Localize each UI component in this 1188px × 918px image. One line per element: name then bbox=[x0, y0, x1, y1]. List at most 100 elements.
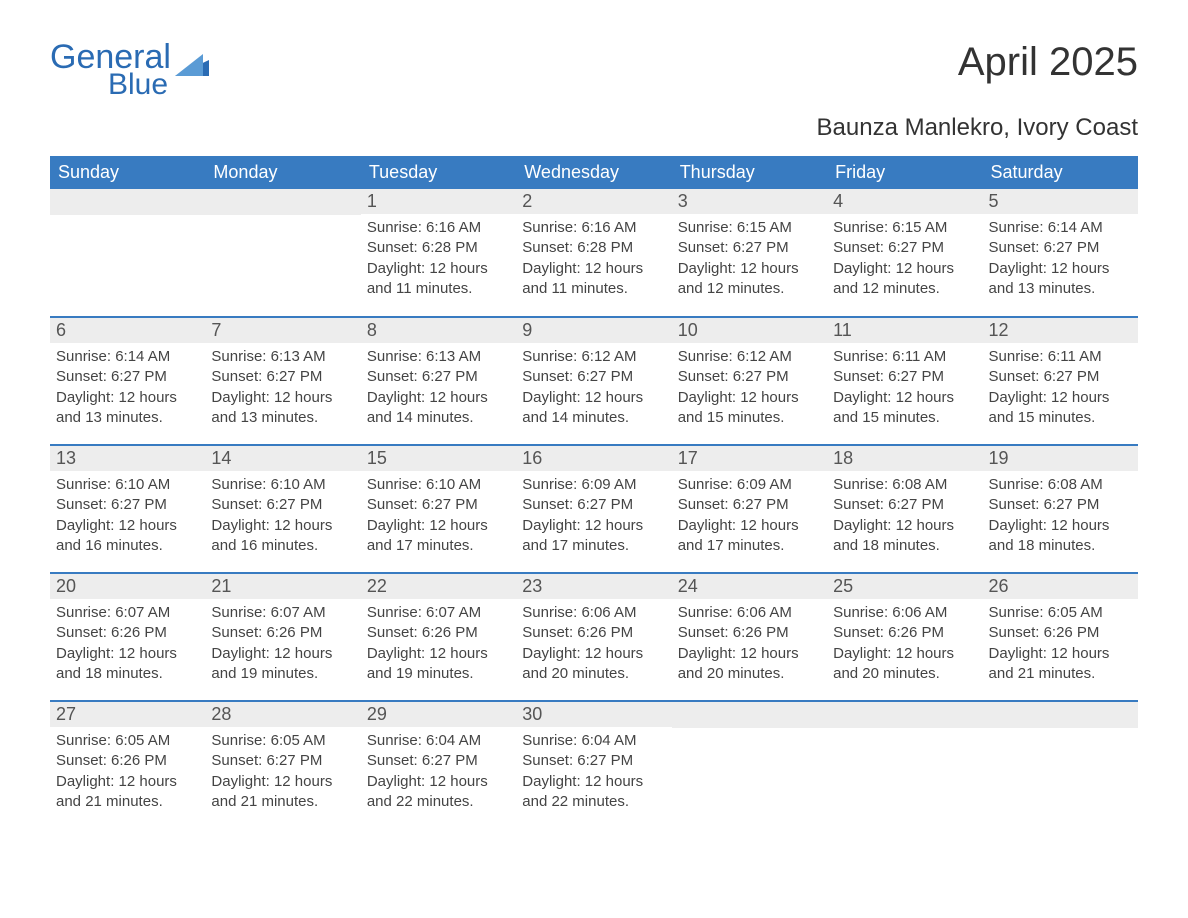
day-number: 8 bbox=[361, 318, 516, 343]
day-details: Sunrise: 6:10 AMSunset: 6:27 PMDaylight:… bbox=[50, 471, 205, 564]
calendar-cell: 28Sunrise: 6:05 AMSunset: 6:27 PMDayligh… bbox=[205, 701, 360, 829]
location-subtitle: Baunza Manlekro, Ivory Coast bbox=[50, 114, 1138, 142]
flag-icon bbox=[175, 54, 209, 76]
day-details: Sunrise: 6:11 AMSunset: 6:27 PMDaylight:… bbox=[827, 343, 982, 436]
day-details: Sunrise: 6:06 AMSunset: 6:26 PMDaylight:… bbox=[516, 599, 671, 692]
day-number: 26 bbox=[983, 574, 1138, 599]
day-number: 13 bbox=[50, 446, 205, 471]
calendar-cell: 13Sunrise: 6:10 AMSunset: 6:27 PMDayligh… bbox=[50, 445, 205, 573]
calendar-cell: 17Sunrise: 6:09 AMSunset: 6:27 PMDayligh… bbox=[672, 445, 827, 573]
weekday-header: Monday bbox=[205, 156, 360, 189]
day-details: Sunrise: 6:07 AMSunset: 6:26 PMDaylight:… bbox=[361, 599, 516, 692]
weekday-header: Thursday bbox=[672, 156, 827, 189]
day-details: Sunrise: 6:05 AMSunset: 6:26 PMDaylight:… bbox=[50, 727, 205, 820]
day-number: 30 bbox=[516, 702, 671, 727]
calendar-cell bbox=[983, 701, 1138, 829]
day-number: 17 bbox=[672, 446, 827, 471]
day-details: Sunrise: 6:10 AMSunset: 6:27 PMDaylight:… bbox=[205, 471, 360, 564]
generalblue-logo: General Blue bbox=[50, 40, 209, 100]
calendar-cell: 6Sunrise: 6:14 AMSunset: 6:27 PMDaylight… bbox=[50, 317, 205, 445]
day-details: Sunrise: 6:07 AMSunset: 6:26 PMDaylight:… bbox=[205, 599, 360, 692]
day-number: 11 bbox=[827, 318, 982, 343]
day-details: Sunrise: 6:13 AMSunset: 6:27 PMDaylight:… bbox=[205, 343, 360, 436]
calendar-cell: 23Sunrise: 6:06 AMSunset: 6:26 PMDayligh… bbox=[516, 573, 671, 701]
day-number: 16 bbox=[516, 446, 671, 471]
day-details: Sunrise: 6:06 AMSunset: 6:26 PMDaylight:… bbox=[827, 599, 982, 692]
calendar-cell: 30Sunrise: 6:04 AMSunset: 6:27 PMDayligh… bbox=[516, 701, 671, 829]
calendar-cell: 1Sunrise: 6:16 AMSunset: 6:28 PMDaylight… bbox=[361, 189, 516, 317]
calendar-cell bbox=[50, 189, 205, 317]
calendar-cell: 11Sunrise: 6:11 AMSunset: 6:27 PMDayligh… bbox=[827, 317, 982, 445]
day-number: 9 bbox=[516, 318, 671, 343]
day-number: 2 bbox=[516, 189, 671, 214]
weekday-header: Friday bbox=[827, 156, 982, 189]
day-details: Sunrise: 6:16 AMSunset: 6:28 PMDaylight:… bbox=[361, 214, 516, 307]
calendar-cell: 16Sunrise: 6:09 AMSunset: 6:27 PMDayligh… bbox=[516, 445, 671, 573]
weekday-header: Tuesday bbox=[361, 156, 516, 189]
day-details: Sunrise: 6:10 AMSunset: 6:27 PMDaylight:… bbox=[361, 471, 516, 564]
day-number: 27 bbox=[50, 702, 205, 727]
calendar-cell bbox=[672, 701, 827, 829]
day-number: 4 bbox=[827, 189, 982, 214]
calendar-cell: 9Sunrise: 6:12 AMSunset: 6:27 PMDaylight… bbox=[516, 317, 671, 445]
calendar-cell: 25Sunrise: 6:06 AMSunset: 6:26 PMDayligh… bbox=[827, 573, 982, 701]
day-number: 18 bbox=[827, 446, 982, 471]
day-number: 24 bbox=[672, 574, 827, 599]
day-details: Sunrise: 6:05 AMSunset: 6:27 PMDaylight:… bbox=[205, 727, 360, 820]
calendar-cell: 15Sunrise: 6:10 AMSunset: 6:27 PMDayligh… bbox=[361, 445, 516, 573]
day-number: 12 bbox=[983, 318, 1138, 343]
day-details: Sunrise: 6:13 AMSunset: 6:27 PMDaylight:… bbox=[361, 343, 516, 436]
calendar-cell: 18Sunrise: 6:08 AMSunset: 6:27 PMDayligh… bbox=[827, 445, 982, 573]
calendar-cell: 26Sunrise: 6:05 AMSunset: 6:26 PMDayligh… bbox=[983, 573, 1138, 701]
calendar-cell: 8Sunrise: 6:13 AMSunset: 6:27 PMDaylight… bbox=[361, 317, 516, 445]
day-details: Sunrise: 6:08 AMSunset: 6:27 PMDaylight:… bbox=[983, 471, 1138, 564]
calendar-cell: 3Sunrise: 6:15 AMSunset: 6:27 PMDaylight… bbox=[672, 189, 827, 317]
calendar-cell: 22Sunrise: 6:07 AMSunset: 6:26 PMDayligh… bbox=[361, 573, 516, 701]
day-details: Sunrise: 6:11 AMSunset: 6:27 PMDaylight:… bbox=[983, 343, 1138, 436]
day-number: 5 bbox=[983, 189, 1138, 214]
day-number: 25 bbox=[827, 574, 982, 599]
calendar-cell: 20Sunrise: 6:07 AMSunset: 6:26 PMDayligh… bbox=[50, 573, 205, 701]
day-details: Sunrise: 6:04 AMSunset: 6:27 PMDaylight:… bbox=[361, 727, 516, 820]
day-number: 29 bbox=[361, 702, 516, 727]
day-number: 3 bbox=[672, 189, 827, 214]
day-number: 22 bbox=[361, 574, 516, 599]
day-details: Sunrise: 6:08 AMSunset: 6:27 PMDaylight:… bbox=[827, 471, 982, 564]
calendar-cell: 4Sunrise: 6:15 AMSunset: 6:27 PMDaylight… bbox=[827, 189, 982, 317]
day-number: 14 bbox=[205, 446, 360, 471]
calendar-cell: 29Sunrise: 6:04 AMSunset: 6:27 PMDayligh… bbox=[361, 701, 516, 829]
calendar-cell: 27Sunrise: 6:05 AMSunset: 6:26 PMDayligh… bbox=[50, 701, 205, 829]
calendar-cell: 12Sunrise: 6:11 AMSunset: 6:27 PMDayligh… bbox=[983, 317, 1138, 445]
day-details: Sunrise: 6:14 AMSunset: 6:27 PMDaylight:… bbox=[50, 343, 205, 436]
day-details: Sunrise: 6:12 AMSunset: 6:27 PMDaylight:… bbox=[672, 343, 827, 436]
weekday-header: Sunday bbox=[50, 156, 205, 189]
day-number: 7 bbox=[205, 318, 360, 343]
day-number: 20 bbox=[50, 574, 205, 599]
day-details: Sunrise: 6:15 AMSunset: 6:27 PMDaylight:… bbox=[827, 214, 982, 307]
calendar-cell: 24Sunrise: 6:06 AMSunset: 6:26 PMDayligh… bbox=[672, 573, 827, 701]
weekday-header: Saturday bbox=[983, 156, 1138, 189]
calendar-cell bbox=[205, 189, 360, 317]
day-details: Sunrise: 6:04 AMSunset: 6:27 PMDaylight:… bbox=[516, 727, 671, 820]
calendar-cell: 14Sunrise: 6:10 AMSunset: 6:27 PMDayligh… bbox=[205, 445, 360, 573]
weekday-header: Wednesday bbox=[516, 156, 671, 189]
day-details: Sunrise: 6:14 AMSunset: 6:27 PMDaylight:… bbox=[983, 214, 1138, 307]
day-details: Sunrise: 6:16 AMSunset: 6:28 PMDaylight:… bbox=[516, 214, 671, 307]
day-details: Sunrise: 6:09 AMSunset: 6:27 PMDaylight:… bbox=[516, 471, 671, 564]
day-number: 10 bbox=[672, 318, 827, 343]
calendar-cell: 19Sunrise: 6:08 AMSunset: 6:27 PMDayligh… bbox=[983, 445, 1138, 573]
day-number: 1 bbox=[361, 189, 516, 214]
day-number: 23 bbox=[516, 574, 671, 599]
calendar-cell: 10Sunrise: 6:12 AMSunset: 6:27 PMDayligh… bbox=[672, 317, 827, 445]
day-details: Sunrise: 6:09 AMSunset: 6:27 PMDaylight:… bbox=[672, 471, 827, 564]
day-details: Sunrise: 6:05 AMSunset: 6:26 PMDaylight:… bbox=[983, 599, 1138, 692]
day-details: Sunrise: 6:12 AMSunset: 6:27 PMDaylight:… bbox=[516, 343, 671, 436]
day-details: Sunrise: 6:15 AMSunset: 6:27 PMDaylight:… bbox=[672, 214, 827, 307]
day-number: 15 bbox=[361, 446, 516, 471]
day-details: Sunrise: 6:07 AMSunset: 6:26 PMDaylight:… bbox=[50, 599, 205, 692]
day-details: Sunrise: 6:06 AMSunset: 6:26 PMDaylight:… bbox=[672, 599, 827, 692]
day-number: 28 bbox=[205, 702, 360, 727]
calendar-table: SundayMondayTuesdayWednesdayThursdayFrid… bbox=[50, 156, 1138, 829]
day-number: 21 bbox=[205, 574, 360, 599]
calendar-cell: 21Sunrise: 6:07 AMSunset: 6:26 PMDayligh… bbox=[205, 573, 360, 701]
